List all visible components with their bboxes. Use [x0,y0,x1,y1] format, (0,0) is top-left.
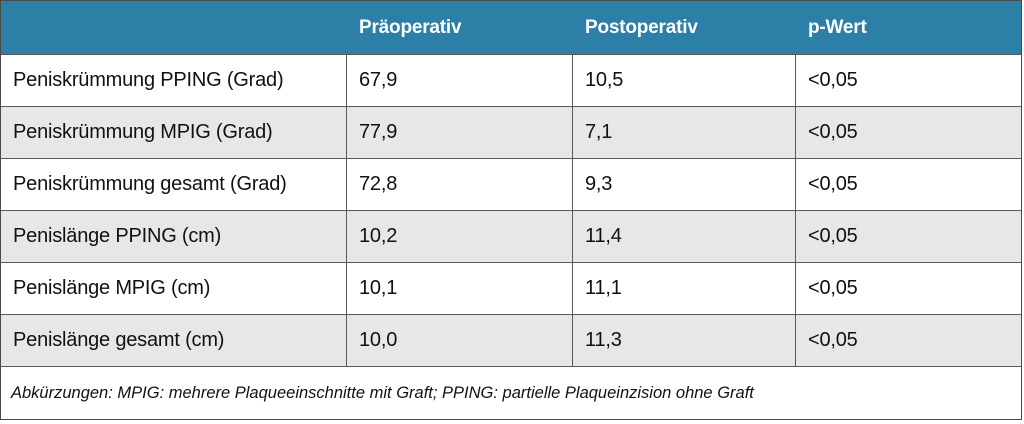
table-row: Penislänge PPING (cm) 10,2 11,4 <0,05 [1,210,1021,262]
postoperative-value: 10,5 [572,55,795,106]
row-label: Penislänge PPING (cm) [13,225,222,247]
preoperative-value: 67,9 [346,55,572,106]
preoperative-value: 77,9 [346,107,572,158]
table-row: Peniskrümmung PPING (Grad) 67,9 10,5 <0,… [1,54,1021,106]
row-label: Peniskrümmung gesamt (Grad) [13,173,287,195]
preoperative-value: 72,8 [346,159,572,210]
p-value: <0,05 [795,107,1021,158]
p-value: <0,05 [795,159,1021,210]
p-value: <0,05 [795,211,1021,262]
row-label: Peniskrümmung PPING (Grad) [13,69,284,91]
header-cell-empty [1,1,346,54]
table-row: Penislänge MPIG (cm) 10,1 11,1 <0,05 [1,262,1021,314]
postoperative-value: 9,3 [572,159,795,210]
row-label: Penislänge MPIG (cm) [13,277,211,299]
row-label: Penislänge gesamt (cm) [13,329,225,351]
header-cell-postoperative: Postoperativ [572,1,795,54]
preoperative-value: 10,0 [346,315,572,366]
postoperative-value: 11,4 [572,211,795,262]
postoperative-value: 11,1 [572,263,795,314]
table-row: Peniskrümmung gesamt (Grad) 72,8 9,3 <0,… [1,158,1021,210]
table-row: Peniskrümmung MPIG (Grad) 77,9 7,1 <0,05 [1,106,1021,158]
table-footnote: Abkürzungen: MPIG: mehrere Plaqueeinschn… [1,366,1021,419]
postoperative-value: 7,1 [572,107,795,158]
p-value: <0,05 [795,315,1021,366]
table-header-row: Präoperativ Postoperativ p-Wert [1,1,1021,54]
preoperative-value: 10,2 [346,211,572,262]
table-row: Penislänge gesamt (cm) 10,0 11,3 <0,05 [1,314,1021,366]
header-cell-p-value: p-Wert [795,1,1021,54]
p-value: <0,05 [795,263,1021,314]
preoperative-value: 10,1 [346,263,572,314]
row-label: Peniskrümmung MPIG (Grad) [13,121,273,143]
postoperative-value: 11,3 [572,315,795,366]
p-value: <0,05 [795,55,1021,106]
header-cell-preoperative: Präoperativ [346,1,572,54]
